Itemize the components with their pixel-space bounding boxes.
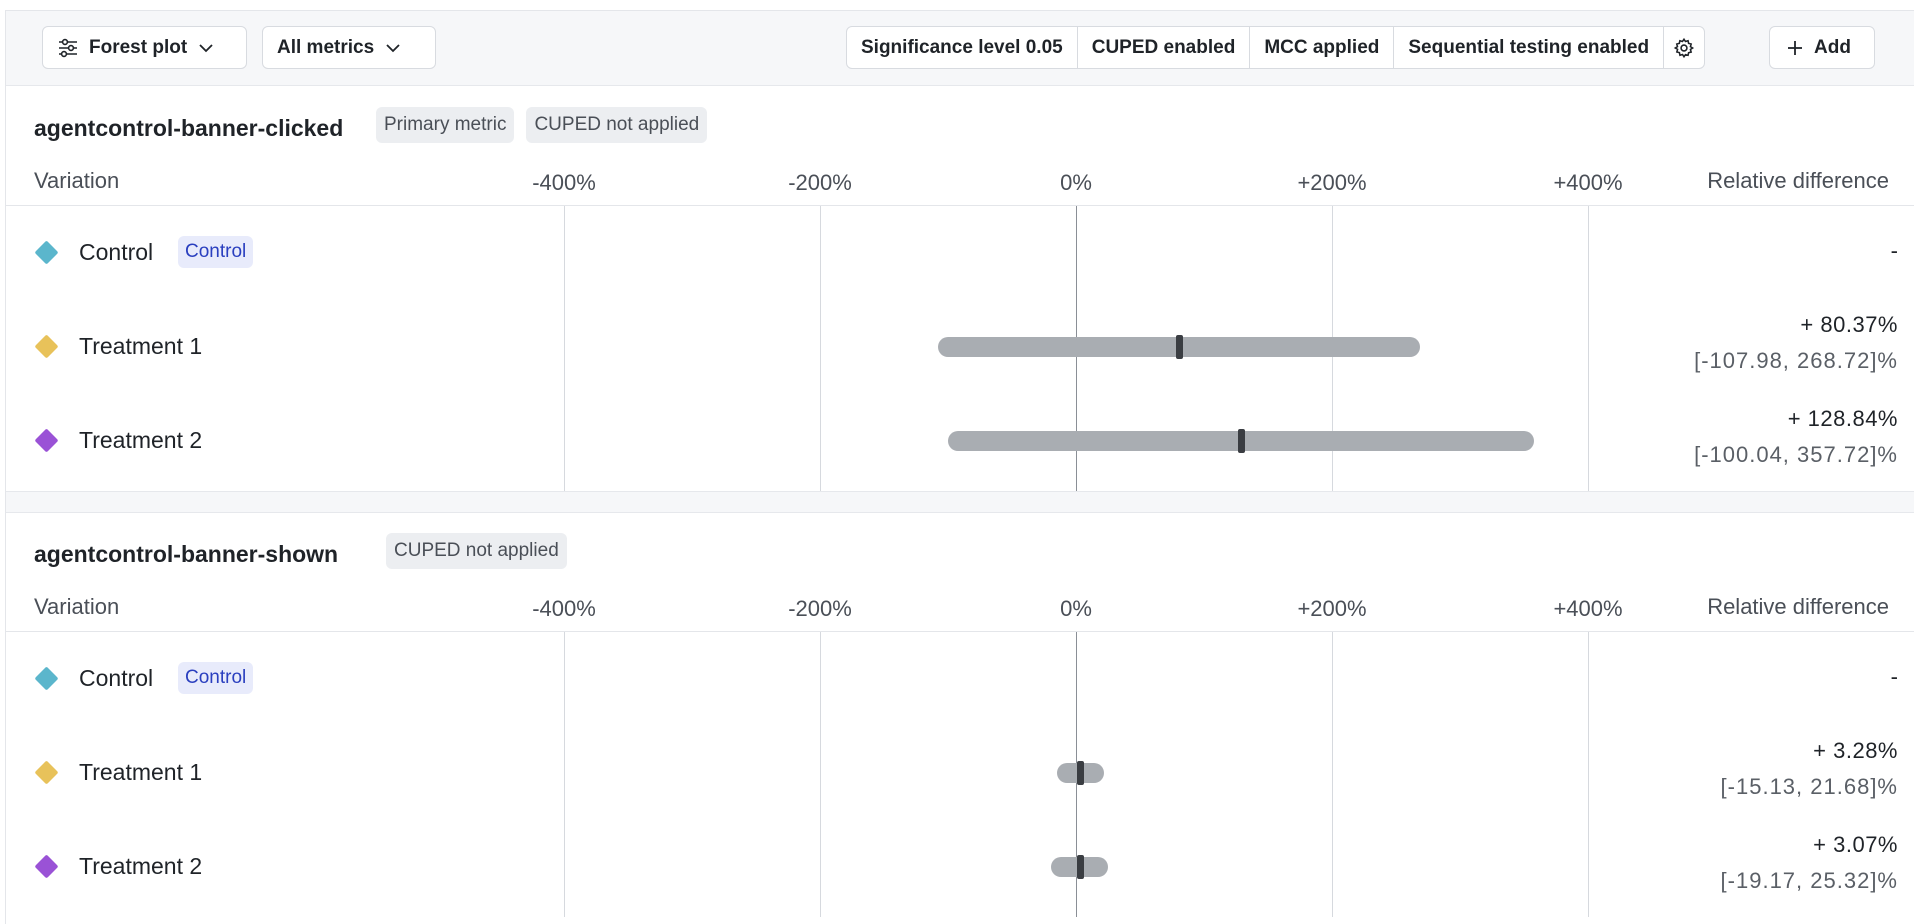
metric-badge: CUPED not applied [526, 107, 708, 143]
relative-difference-value: - [1890, 664, 1898, 689]
point-estimate-marker [1077, 761, 1085, 785]
variation-column-header: Variation [34, 168, 120, 193]
view-type-dropdown[interactable]: Forest plot [42, 26, 247, 69]
x-tick-label: -400% [532, 170, 596, 195]
relative-difference-value: + 80.37% [1800, 312, 1898, 337]
variation-name: Control [79, 665, 154, 691]
gridline [1588, 206, 1589, 491]
variation-name: Treatment 2 [79, 853, 203, 879]
metric-badge: Primary metric [376, 107, 515, 143]
section-divider [6, 491, 1914, 513]
variation-color-marker [34, 428, 59, 453]
variation-row: Treatment 2 + 3.07% [-19.17, 25.32]% [6, 820, 1914, 914]
x-tick-label: -200% [788, 170, 852, 195]
point-estimate-marker [1237, 429, 1245, 453]
confidence-interval-text: [-100.04, 357.72]% [1694, 442, 1898, 467]
sliders-icon [57, 37, 79, 59]
add-label: Add [1814, 36, 1851, 58]
variation-color-marker [34, 760, 59, 785]
x-tick-label: -400% [532, 596, 596, 621]
x-tick-label: 0% [1060, 596, 1092, 621]
results-toolbar: Forest plot All metrics Significance lev… [6, 11, 1914, 86]
forest-plot-area: Control Control - Treatment 1 + 80.37% [-107.… [6, 206, 1914, 491]
gridline [1588, 632, 1589, 917]
variation-name: Control [79, 239, 154, 265]
x-tick-label: +200% [1297, 170, 1367, 195]
x-tick-label: +400% [1553, 596, 1623, 621]
x-tick-label: +400% [1553, 170, 1623, 195]
view-type-label: Forest plot [89, 36, 188, 58]
confidence-interval-text: [-107.98, 268.72]% [1694, 348, 1898, 373]
gridline [1332, 632, 1333, 917]
variation-color-marker [34, 854, 59, 879]
metric-section: agentcontrol-banner-clicked Primary metri… [6, 87, 1914, 491]
metrics-filter-label: All metrics [277, 36, 375, 58]
gridline [564, 206, 565, 491]
relative-difference-column-header: Relative difference [1707, 594, 1889, 619]
sequential-testing-setting[interactable]: Sequential testing enabled [1394, 27, 1665, 68]
x-tick-label: 0% [1060, 170, 1092, 195]
variation-row: Treatment 2 + 128.84% [-100.04, 357.72]% [6, 394, 1914, 488]
plus-icon [1786, 39, 1804, 57]
variation-color-marker [34, 334, 59, 359]
gridline [564, 632, 565, 917]
metric-badges: Primary metric CUPED not applied [376, 107, 708, 143]
x-tick-label: +200% [1297, 596, 1367, 621]
settings-gear-button[interactable] [1664, 27, 1704, 68]
confidence-interval-text: [-15.13, 21.68]% [1720, 774, 1898, 799]
variation-row: Treatment 1 + 3.28% [-15.13, 21.68]% [6, 726, 1914, 820]
table-header: Variation Relative difference -400% -200% 0%… [6, 162, 1914, 206]
metric-badge: CUPED not applied [386, 533, 567, 569]
relative-difference-value: + 3.07% [1813, 832, 1898, 857]
chevron-down-icon [197, 39, 215, 57]
confidence-interval-text: [-19.17, 25.32]% [1720, 868, 1898, 893]
variation-name: Treatment 1 [79, 333, 203, 359]
table-header: Variation Relative difference -400% -200% 0%… [6, 588, 1914, 632]
variation-name: Treatment 2 [79, 427, 203, 453]
metrics-filter-dropdown[interactable]: All metrics [262, 26, 436, 69]
chevron-down-icon [384, 39, 402, 57]
variation-color-marker [34, 240, 59, 265]
significance-level-setting[interactable]: Significance level 0.05 [847, 27, 1078, 68]
variation-column-header: Variation [34, 594, 120, 619]
control-tag: Control [178, 236, 254, 268]
gear-icon [1673, 37, 1695, 59]
control-tag: Control [178, 662, 254, 694]
relative-difference-value: + 128.84% [1787, 406, 1898, 431]
metric-title[interactable]: agentcontrol-banner-shown [34, 541, 339, 567]
add-metric-button[interactable]: Add [1769, 26, 1875, 69]
relative-difference-column-header: Relative difference [1707, 168, 1889, 193]
relative-difference-value: - [1890, 238, 1898, 263]
point-estimate-marker [1076, 855, 1084, 879]
mcc-setting[interactable]: MCC applied [1250, 27, 1395, 68]
variation-color-marker [34, 666, 59, 691]
analysis-settings-group[interactable]: Significance level 0.05 CUPED enabled MC… [846, 26, 1706, 69]
forest-plot-area: Control Control - Treatment 1 + 3.28% [-15.13… [6, 632, 1914, 917]
experiment-results-panel: Forest plot All metrics Significance lev… [5, 10, 1914, 924]
metric-title[interactable]: agentcontrol-banner-clicked [34, 115, 344, 141]
gridline [820, 632, 821, 917]
relative-difference-value: + 3.28% [1813, 738, 1898, 763]
point-estimate-marker [1175, 335, 1183, 359]
variation-row: Control Control - [6, 632, 1914, 726]
x-tick-label: -200% [788, 596, 852, 621]
variation-row: Control Control - [6, 206, 1914, 300]
cuped-setting[interactable]: CUPED enabled [1078, 27, 1251, 68]
gridline [820, 206, 821, 491]
metric-badges: CUPED not applied [386, 533, 567, 569]
variation-row: Treatment 1 + 80.37% [-107.98, 268.72]% [6, 300, 1914, 394]
variation-name: Treatment 1 [79, 759, 203, 785]
metric-section: agentcontrol-banner-shown CUPED not appli… [6, 513, 1914, 924]
